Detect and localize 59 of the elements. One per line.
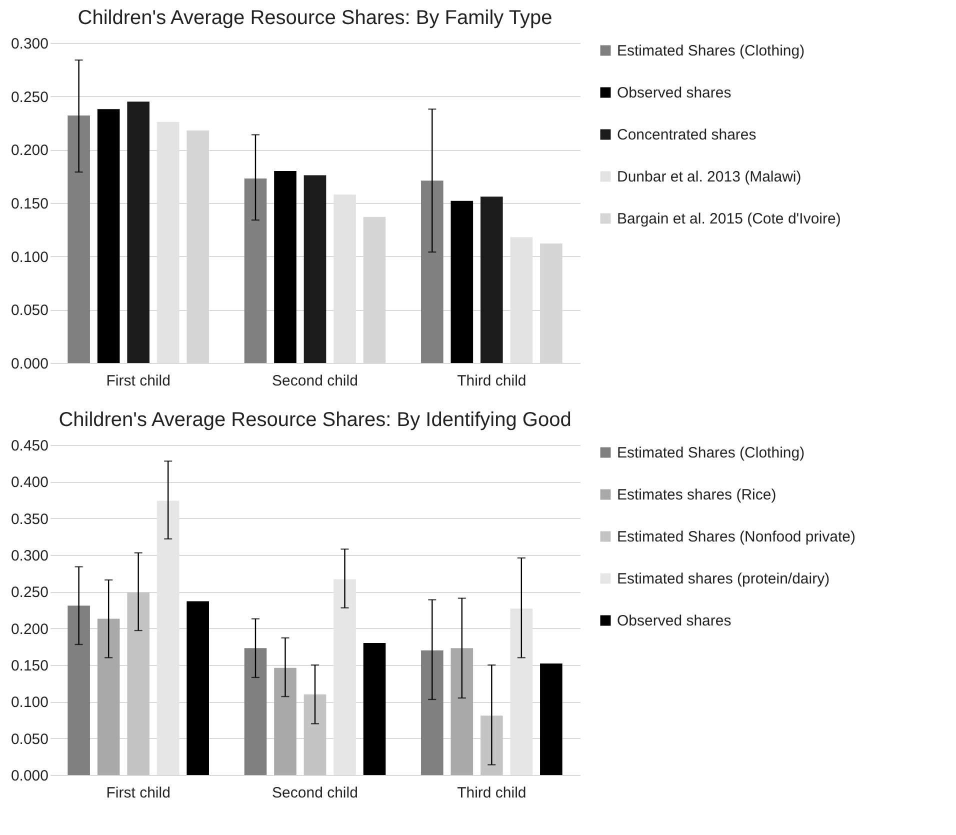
y-tick-label: 0.350 bbox=[10, 510, 48, 528]
y-tick-label: 0.100 bbox=[10, 694, 48, 712]
legend-label: Estimated shares (protein/dairy) bbox=[617, 570, 830, 588]
y-tick-label: 0.050 bbox=[10, 302, 48, 320]
y-tick-label: 0.000 bbox=[10, 356, 48, 372]
bar bbox=[304, 694, 326, 775]
bar bbox=[274, 668, 296, 775]
bar bbox=[421, 650, 444, 775]
y-tick-label: 0.200 bbox=[10, 620, 48, 638]
y-tick-label: 0.300 bbox=[10, 548, 48, 564]
bar bbox=[363, 643, 386, 775]
chart-title: Children's Average Resource Shares: By Family Type bbox=[78, 7, 552, 29]
bar bbox=[450, 200, 474, 363]
bar bbox=[540, 664, 562, 775]
y-tick-label: 0.150 bbox=[10, 658, 48, 674]
bar bbox=[97, 618, 120, 775]
bar bbox=[68, 116, 90, 363]
bar bbox=[186, 601, 209, 775]
bar bbox=[480, 196, 503, 363]
y-tick-label: 0.000 bbox=[10, 768, 48, 784]
legend-label: Estimates shares (Rice) bbox=[617, 486, 776, 504]
bar bbox=[304, 175, 326, 363]
legend-label: Dunbar et al. 2013 (Malawi) bbox=[617, 168, 802, 186]
legend-label: Estimated Shares (Nonfood private) bbox=[617, 528, 856, 546]
legend-label: Observed shares bbox=[617, 612, 732, 630]
y-tick-label: 0.250 bbox=[10, 88, 48, 106]
bar bbox=[510, 608, 533, 775]
bar bbox=[421, 180, 444, 363]
legend-label: Estimated Shares (Clothing) bbox=[617, 444, 805, 462]
legend-label: Bargain et al. 2015 (Cote d'Ivoire) bbox=[617, 210, 841, 228]
bar bbox=[244, 178, 267, 363]
x-tick-label: Second child bbox=[272, 784, 358, 802]
legend-label: Concentrated shares bbox=[617, 126, 756, 144]
bar bbox=[127, 592, 150, 775]
bar bbox=[244, 648, 267, 775]
y-tick-label: 0.050 bbox=[10, 730, 48, 748]
y-tick-label: 0.150 bbox=[10, 196, 48, 212]
y-tick-label: 0.200 bbox=[10, 142, 48, 160]
bar bbox=[274, 171, 296, 363]
x-tick-label: Second child bbox=[272, 372, 358, 390]
legend-label: Observed shares bbox=[617, 84, 732, 102]
legend-label: Estimated Shares (Clothing) bbox=[617, 42, 805, 60]
bar bbox=[480, 716, 503, 775]
x-tick-label: First child bbox=[106, 372, 170, 390]
x-tick-label: First child bbox=[106, 784, 170, 802]
y-tick-label: 0.300 bbox=[10, 36, 48, 52]
bar bbox=[334, 579, 356, 775]
bar bbox=[97, 109, 120, 363]
bar bbox=[127, 102, 150, 363]
x-tick-label: Third child bbox=[457, 372, 526, 390]
y-tick-label: 0.250 bbox=[10, 584, 48, 602]
bar bbox=[156, 500, 180, 775]
bar bbox=[450, 648, 474, 775]
y-tick-label: 0.450 bbox=[10, 438, 48, 454]
y-tick-label: 0.400 bbox=[10, 474, 48, 492]
x-tick-label: Third child bbox=[457, 784, 526, 802]
chart-title: Children's Average Resource Shares: By Identifying Good bbox=[58, 409, 572, 431]
y-tick-label: 0.100 bbox=[10, 248, 48, 266]
bar bbox=[68, 606, 90, 775]
